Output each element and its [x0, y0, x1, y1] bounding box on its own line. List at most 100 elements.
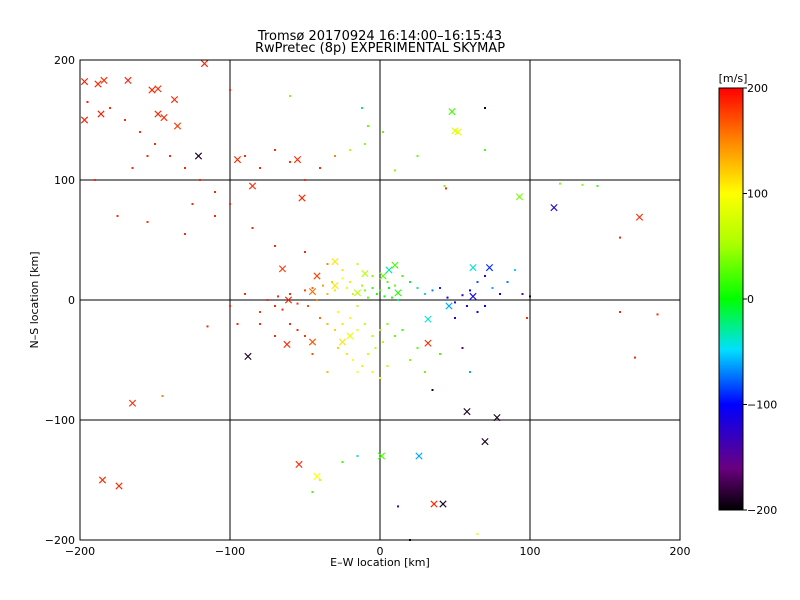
data-point-dot [371, 287, 374, 289]
data-point-cross [331, 282, 339, 290]
data-point-cross [377, 452, 386, 460]
data-point-dot [289, 293, 291, 295]
data-point-cross [173, 122, 182, 130]
data-point-dot [206, 325, 209, 328]
data-point-dot [521, 293, 524, 295]
data-point-cross [154, 85, 162, 93]
data-point-dot [431, 289, 434, 292]
data-point-cross [244, 352, 252, 360]
data-point-cross [308, 338, 317, 346]
data-point-dot [352, 359, 354, 361]
data-point-dot [446, 296, 449, 299]
data-point-dot [439, 353, 441, 355]
data-point-dot [146, 155, 149, 157]
data-point-cross [353, 289, 362, 297]
data-point-dot [334, 329, 336, 331]
data-point-dot [259, 311, 261, 313]
colorbar-label: [m/s] [719, 72, 748, 85]
colorbar-tick-labels: 200 100 0 −100 −200 [743, 82, 777, 517]
data-point-dot [349, 149, 351, 151]
data-point-dot [289, 323, 291, 325]
data-point-dot [374, 347, 377, 349]
data-point-dot [367, 125, 369, 127]
data-point-dot [266, 299, 269, 301]
data-point-dot [296, 329, 299, 331]
data-point-dot [401, 275, 404, 277]
data-point-cross [308, 288, 317, 296]
data-point-cross [170, 96, 179, 104]
data-point-cross [424, 315, 432, 323]
data-point-dot [191, 203, 194, 205]
data-point-cross [80, 116, 89, 124]
data-point-cross [115, 482, 123, 490]
data-point-dot [244, 155, 246, 157]
data-point-dot [244, 293, 246, 295]
data-point-dot [326, 371, 329, 373]
data-point-dot [379, 289, 381, 292]
data-point-dot [361, 107, 363, 109]
data-point-cross [515, 193, 524, 201]
data-point-dot [386, 365, 389, 367]
data-point-dot [94, 179, 96, 181]
data-point-cross [493, 414, 501, 422]
data-point-dot [383, 295, 386, 298]
grid-lines [80, 60, 680, 540]
data-point-cross [94, 80, 102, 88]
y-tick-labels: −200 −100 0 100 200 [45, 54, 75, 547]
data-point-cross [313, 272, 321, 280]
colorbar-tick-label: 200 [747, 82, 768, 95]
data-point-dot [367, 296, 369, 299]
data-point-dot [416, 287, 419, 289]
data-point-dot [367, 353, 369, 355]
data-point-dot [484, 149, 486, 151]
data-point-dot [514, 269, 516, 271]
data-point-dot [214, 191, 216, 193]
data-point-dot [316, 299, 318, 301]
data-point-dot [376, 293, 378, 295]
x-tick-labels: −200 −100 0 100 200 [65, 545, 691, 558]
data-point-cross [391, 261, 399, 269]
data-point-dot [349, 317, 351, 319]
data-point-dot [334, 289, 336, 292]
data-point-dot [431, 389, 434, 391]
data-point-cross [346, 332, 354, 340]
x-tick-label: 0 [377, 545, 384, 558]
data-point-dot [416, 347, 419, 349]
colorbar-gradient [718, 87, 744, 511]
data-point-dot [281, 308, 284, 311]
data-point-dot [371, 371, 374, 373]
data-point-dot [259, 167, 261, 169]
data-point-dot [388, 287, 390, 289]
data-point-dot [409, 281, 411, 283]
data-point-dot [391, 296, 393, 299]
data-point-dot [394, 284, 396, 287]
data-point-dot [356, 263, 359, 265]
data-point-cross [415, 452, 423, 460]
data-point-dot [304, 251, 306, 253]
data-point-cross [313, 472, 321, 480]
data-point-cross [298, 194, 306, 202]
colorbar-tick-label: 0 [747, 293, 754, 306]
data-point-dot [341, 461, 344, 463]
data-point-dot [341, 323, 344, 325]
data-point-dot [341, 277, 344, 280]
colorbar-tick-label: −200 [747, 504, 777, 517]
data-point-dot [322, 284, 324, 287]
data-point-dot [289, 95, 291, 97]
data-point-dot [469, 289, 471, 292]
data-point-dot [559, 182, 561, 185]
data-point-dot [319, 317, 321, 319]
data-point-dot [397, 299, 399, 301]
data-point-dot [259, 323, 261, 325]
data-point-cross [485, 264, 494, 272]
data-point-dot [526, 317, 528, 319]
data-point-cross [430, 500, 438, 508]
data-point-cross [448, 108, 456, 116]
data-point-cross [194, 152, 203, 160]
chart-title: Tromsø 20170924 16:14:00–16:15:43 [257, 29, 502, 44]
data-point-dot [346, 287, 348, 289]
data-point-dot [454, 301, 456, 304]
data-point-dot [596, 185, 599, 187]
data-point-dot [484, 305, 486, 307]
data-point-dot [337, 311, 339, 313]
